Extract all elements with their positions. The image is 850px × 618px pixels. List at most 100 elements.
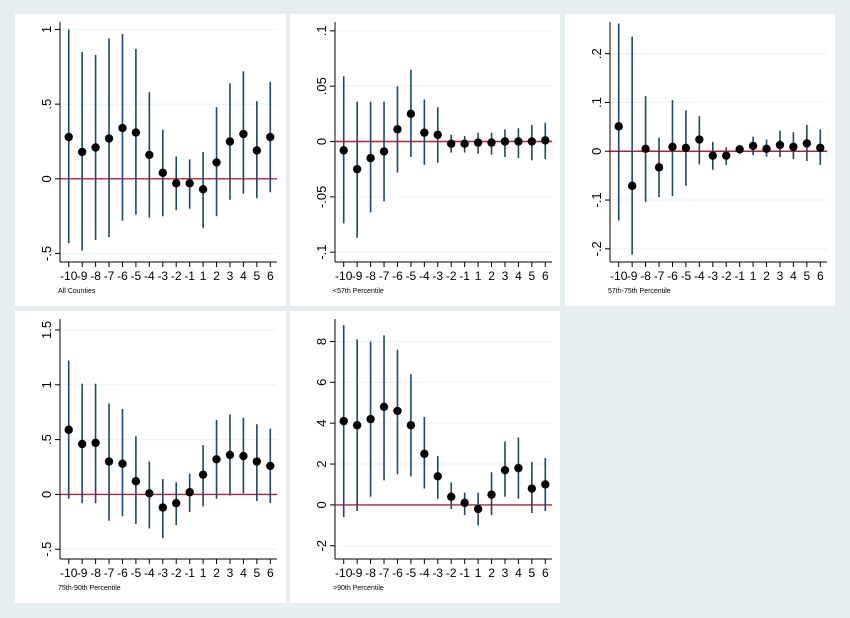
point-estimate xyxy=(406,109,416,119)
point-estimate xyxy=(118,123,127,133)
point-estimate xyxy=(447,492,456,501)
panel-subtitle: <57th Percentile xyxy=(333,288,384,295)
point-estimate xyxy=(460,139,469,148)
point-estimate xyxy=(198,185,208,194)
y-tick-label: .1 xyxy=(589,97,604,108)
point-estimate xyxy=(722,151,731,160)
x-tick-label: -7 xyxy=(379,269,390,283)
x-tick-label: 1 xyxy=(200,269,207,283)
x-tick-label: 4 xyxy=(240,269,247,283)
y-tick-label: 0 xyxy=(314,138,329,145)
x-tick-label: 6 xyxy=(267,566,274,580)
panel-subtitle: 75th-90th Percentile xyxy=(58,585,121,592)
x-tick-label: 2 xyxy=(213,566,220,580)
point-estimate xyxy=(104,457,114,466)
x-tick-label: 2 xyxy=(213,269,220,283)
point-estimate xyxy=(654,163,664,172)
point-estimate xyxy=(500,137,510,146)
x-tick-label: -5 xyxy=(131,566,142,580)
x-tick-label: -8 xyxy=(640,269,651,283)
y-tick-label: .1 xyxy=(314,25,329,36)
x-tick-label: -2 xyxy=(171,269,182,283)
point-estimate xyxy=(118,459,127,468)
x-tick-label: -3 xyxy=(707,269,718,283)
x-tick-label: -1 xyxy=(184,269,195,283)
x-tick-label: -10 xyxy=(60,566,78,580)
y-tick-label: -.5 xyxy=(39,542,54,557)
x-tick-label: -1 xyxy=(459,566,470,580)
x-tick-label: 2 xyxy=(488,269,495,283)
y-tick-label: .05 xyxy=(314,77,329,95)
point-estimate xyxy=(172,179,181,188)
point-estimate xyxy=(366,414,375,424)
x-tick-label: 5 xyxy=(529,269,536,283)
panel-below-57th: .1 .05 0 -.05 -.1 -10 -9 -8 -7 -6 -5 -4 -3 -2 -1 1 2 3 4 5 6… xyxy=(290,14,560,306)
x-tick-label: -6 xyxy=(392,566,403,580)
x-tick-label: -8 xyxy=(365,566,376,580)
y-tick-label: .2 xyxy=(589,48,604,59)
point-estimate xyxy=(748,141,758,151)
point-estimate xyxy=(185,488,194,497)
point-estimate xyxy=(735,145,744,154)
x-tick-label: -6 xyxy=(117,269,128,283)
point-estimate xyxy=(266,461,275,471)
point-estimate xyxy=(198,470,208,479)
x-tick-label: 6 xyxy=(817,269,824,283)
y-tick-label: -.05 xyxy=(314,186,329,208)
x-tick-label: -5 xyxy=(406,566,417,580)
x-tick-label: -5 xyxy=(131,269,142,283)
point-estimate xyxy=(339,146,348,155)
x-tick-label: -10 xyxy=(335,269,353,283)
x-tick-label: -6 xyxy=(117,566,128,580)
x-tick-label: 6 xyxy=(542,269,549,283)
point-estimate xyxy=(527,137,537,146)
point-estimate xyxy=(460,498,469,508)
x-tick-label: -8 xyxy=(90,566,101,580)
chart-below-57th: .1 .05 0 -.05 -.1 -10 -9 -8 -7 -6 -5 -4 -3 -2 -1 1 2 3 4 5 6… xyxy=(314,22,552,295)
x-tick-label: -7 xyxy=(654,269,665,283)
point-estimate xyxy=(614,122,623,131)
x-tick-label: 5 xyxy=(529,566,536,580)
point-estimate xyxy=(627,181,637,191)
point-estimate xyxy=(239,451,248,461)
x-tick-label: -4 xyxy=(144,566,155,580)
x-tick-label: -5 xyxy=(406,269,417,283)
y-tick-label: 4 xyxy=(314,420,329,427)
point-estimate xyxy=(172,498,181,508)
x-tick-label: -10 xyxy=(335,566,353,580)
y-tick-label: -.1 xyxy=(314,245,329,260)
x-tick-label: -3 xyxy=(157,269,168,283)
point-estimate xyxy=(252,457,262,466)
point-estimate xyxy=(352,164,362,174)
point-estimate xyxy=(420,128,429,137)
x-tick-label: 3 xyxy=(227,269,234,283)
point-estimate xyxy=(225,137,235,146)
y-tick-label: 1 xyxy=(39,26,54,33)
point-estimate xyxy=(239,129,248,139)
point-estimate xyxy=(420,449,429,459)
point-estimate xyxy=(379,402,389,412)
x-tick-label: -4 xyxy=(419,269,430,283)
x-tick-label: 5 xyxy=(254,269,261,283)
x-tick-label: -6 xyxy=(667,269,678,283)
x-tick-label: -4 xyxy=(694,269,705,283)
x-tick-label: 4 xyxy=(240,566,247,580)
point-estimate xyxy=(339,416,348,426)
point-estimate xyxy=(789,142,798,152)
x-tick-label: -4 xyxy=(419,566,430,580)
y-tick-label: 8 xyxy=(314,338,329,345)
y-tick-label: 0 xyxy=(314,501,329,508)
x-tick-label: -5 xyxy=(681,269,692,283)
chart-75th-90th: 1.51.50-.5-10 -9 -8 -7 -6 -5 -4 -3 -2 -1 1 2 3 4 5 675t… xyxy=(39,319,277,592)
x-tick-label: 4 xyxy=(790,269,797,283)
point-estimate xyxy=(77,439,87,449)
x-tick-label: -7 xyxy=(104,269,115,283)
point-estimate xyxy=(681,143,691,153)
x-tick-label: -8 xyxy=(90,269,101,283)
panel-all-counties: 1.5 0 -.5 -10 -9 -8 -7 -6 -5 -4 -3 -2 -1 1 2 3 4 5 6 All Co… xyxy=(15,14,286,306)
x-tick-label: -4 xyxy=(144,269,155,283)
point-estimate xyxy=(91,143,100,152)
point-estimate xyxy=(514,137,523,146)
x-tick-label: 2 xyxy=(488,566,495,580)
